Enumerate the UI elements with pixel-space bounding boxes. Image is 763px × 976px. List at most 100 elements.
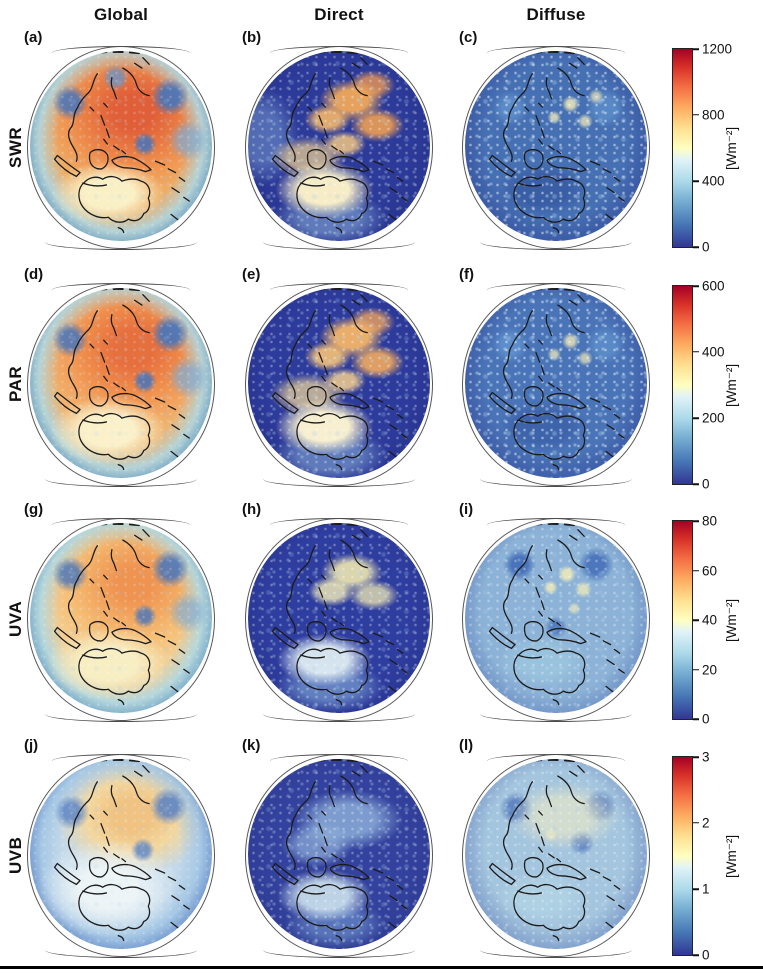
projection-limb-arc [262, 234, 416, 250]
globe-map-swr-direct [245, 46, 433, 250]
projection-limb-arc [479, 234, 633, 250]
projection-limb-arc [52, 46, 190, 60]
colorbar-tick [693, 417, 699, 419]
row-label-uva: UVA [6, 600, 25, 638]
colorbar-tick [693, 888, 699, 890]
cloud-speckle-overlay [30, 523, 212, 713]
projection-limb-arc [270, 283, 408, 297]
projection-limb-arc [44, 706, 198, 722]
colorbar-tick-label: 1 [702, 881, 710, 897]
panel-label-j: (j) [24, 737, 39, 754]
globe-map-uva-diffuse [462, 518, 650, 722]
projection-limb-arc [479, 706, 633, 722]
colorbar-tick-label: 20 [702, 662, 718, 677]
colorbar-tick [693, 351, 699, 353]
globe-map-uva-global [27, 518, 215, 722]
projection-limb-arc [487, 754, 625, 768]
colorbar-tick-label: 0 [702, 476, 710, 492]
projection-limb-arc [270, 46, 408, 60]
colorbar-tick [693, 619, 699, 621]
colorbar-tick-label: 80 [702, 513, 718, 529]
panel-label-e: (e) [242, 266, 261, 283]
colorbar-unit-label: [Wm⁻²] [724, 598, 739, 642]
globe-map-swr-global [27, 46, 215, 250]
coastline-overlay [53, 759, 191, 942]
globe-map-uvb-diffuse [462, 754, 650, 958]
coastline-overlay [271, 51, 409, 234]
colorbar-tick [693, 48, 699, 50]
projection-limb-arc [52, 754, 190, 768]
colorbar-tick [693, 483, 699, 485]
projection-limb-arc [487, 518, 625, 532]
coastline-overlay [488, 288, 626, 471]
cloud-speckle-overlay [30, 51, 212, 241]
colorbar-tick-label: 3 [702, 749, 710, 765]
colorbar-tick-label: 0 [702, 711, 710, 727]
projection-limb-arc [262, 942, 416, 958]
colorbar-tick [693, 718, 699, 720]
panel-label-g: (g) [24, 501, 44, 518]
colorbar-par: 600 400 200 0 [672, 279, 725, 492]
colorbar-tick-label: 0 [702, 947, 710, 963]
globe-map-par-global [27, 283, 215, 487]
cloud-speckle-overlay [30, 288, 212, 478]
colorbar-uvb: 3 2 1 0 [672, 750, 710, 963]
cloud-speckle-overlay [465, 523, 647, 713]
cloud-speckle-overlay [465, 51, 647, 241]
projection-limb-arc [270, 754, 408, 768]
colorbar-tick-label: 600 [702, 278, 725, 294]
coastline-overlay [488, 523, 626, 706]
coastline-overlay [271, 288, 409, 471]
coastline-overlay [271, 759, 409, 942]
colorbar-tick [693, 822, 699, 824]
colorbar-tick-label: 400 [702, 173, 725, 189]
cloud-speckle-overlay [248, 51, 430, 241]
coastline-overlay [53, 288, 191, 471]
colorbar-tick [693, 520, 699, 522]
projection-limb-arc [479, 942, 633, 958]
globe-map-uvb-direct [245, 754, 433, 958]
figure-bottom-rule [0, 966, 763, 969]
globe-map-par-direct [245, 283, 433, 487]
projection-limb-arc [52, 283, 190, 297]
panel-label-k: (k) [242, 737, 261, 754]
cloud-speckle-overlay [248, 288, 430, 478]
panel-label-b: (b) [242, 29, 262, 46]
column-header-direct: Direct [314, 5, 364, 24]
cloud-speckle-overlay [465, 288, 647, 478]
colorbar-tick-label: 40 [702, 612, 718, 628]
cloud-speckle-overlay [248, 759, 430, 949]
colorbar-swr: 1200 800 400 0 [672, 42, 732, 255]
cloud-speckle-overlay [248, 523, 430, 713]
colorbar-tick-label: 1200 [702, 41, 733, 57]
projection-limb-arc [262, 471, 416, 487]
projection-limb-arc [44, 942, 198, 958]
colorbar-tick [693, 668, 699, 671]
projection-limb-arc [262, 706, 416, 722]
colorbar-tick [693, 246, 699, 248]
colorbar-tick [693, 114, 699, 116]
colorbar-tick [693, 180, 699, 182]
globe-map-uva-direct [245, 518, 433, 722]
panel-label-l: (l) [459, 737, 474, 754]
projection-limb-arc [487, 46, 625, 60]
projection-limb-arc [44, 471, 198, 487]
coastline-overlay [488, 759, 626, 942]
colorbar-tick-label: 0 [702, 239, 710, 255]
coastline-overlay [53, 51, 191, 234]
panel-label-a: (a) [24, 29, 43, 46]
globe-map-par-diffuse [462, 283, 650, 487]
colorbar-unit-label: [Wm⁻²] [724, 126, 739, 170]
column-header-global: Global [93, 5, 149, 24]
row-label-par: PAR [6, 365, 25, 403]
column-header-diffuse: Diffuse [526, 5, 586, 24]
projection-limb-arc [44, 234, 198, 250]
colorbar-uva: 80 60 40 20 0 [672, 514, 717, 727]
coastline-overlay [488, 51, 626, 234]
colorbar-tick-label: 60 [702, 563, 718, 578]
panel-label-i: (i) [459, 501, 474, 518]
colorbar-unit-label: [Wm⁻²] [724, 834, 739, 878]
panel-label-h: (h) [242, 501, 262, 518]
cloud-speckle-overlay [465, 759, 647, 949]
coastline-overlay [271, 523, 409, 706]
